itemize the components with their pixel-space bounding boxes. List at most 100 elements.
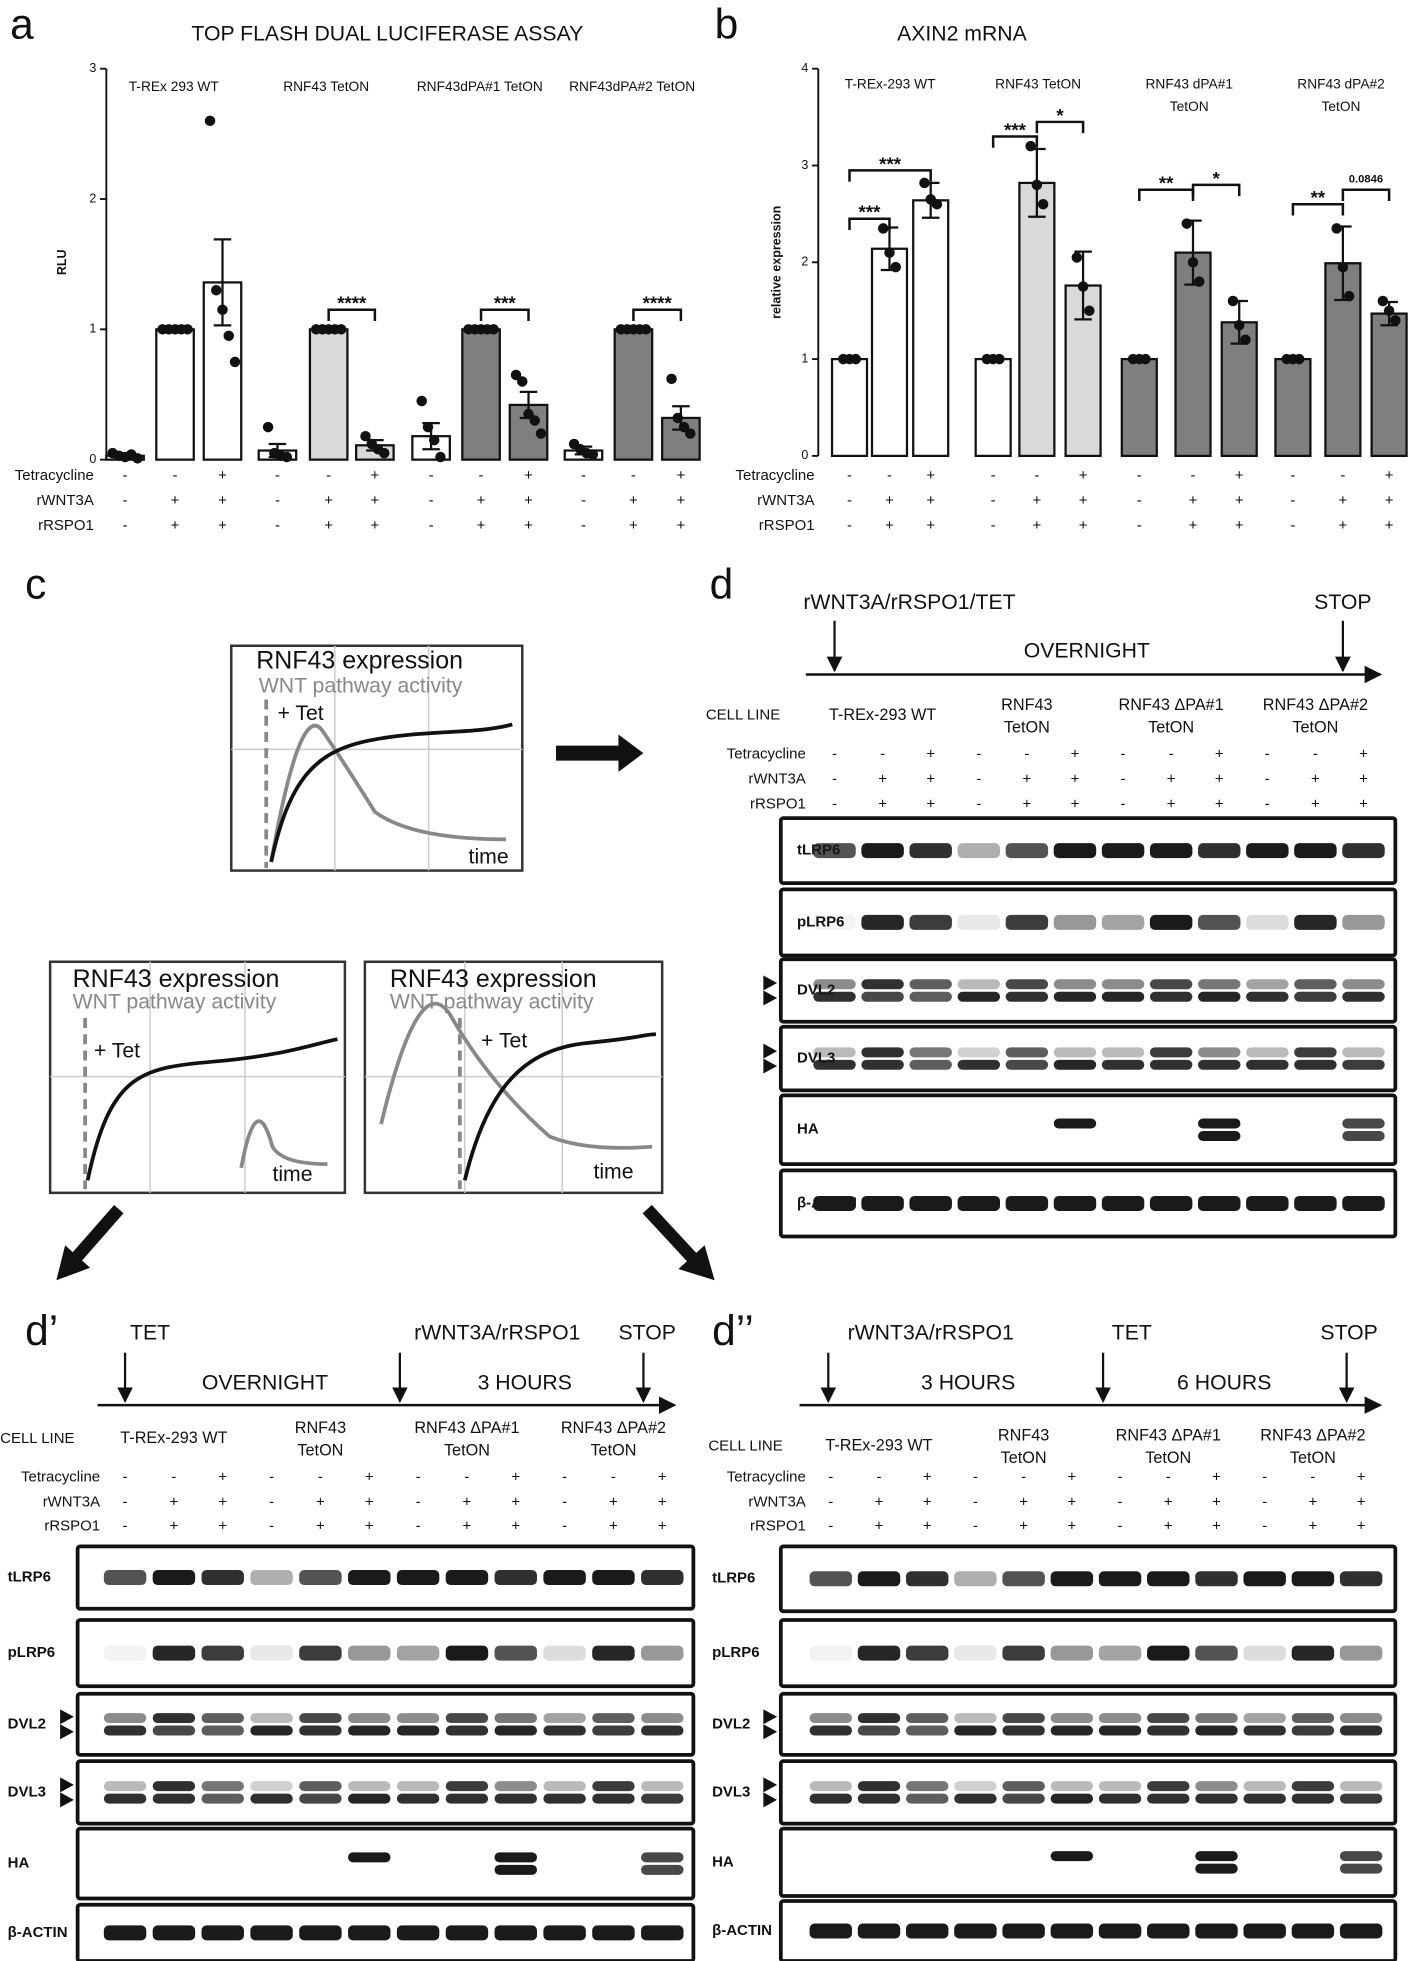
band — [857, 1645, 901, 1661]
blot-frame — [778, 1093, 1398, 1166]
condition-sign: + — [1359, 770, 1368, 787]
condition-sign: - — [464, 1469, 469, 1486]
condition-sign: - — [1121, 770, 1126, 787]
band — [809, 1571, 853, 1587]
condition-sign: + — [1235, 517, 1244, 534]
band — [1101, 979, 1145, 990]
condition-sign: + — [885, 517, 894, 534]
condition-sign: - — [976, 745, 981, 762]
condition-sign: - — [1118, 1469, 1123, 1486]
band — [1101, 1195, 1145, 1211]
band — [857, 1793, 901, 1804]
cell-line-label: CELL LINE — [706, 707, 780, 724]
condition-sign: - — [1290, 467, 1295, 484]
blot-row-label: DVL2 — [8, 1715, 46, 1732]
band — [592, 1725, 635, 1736]
band — [957, 979, 1001, 990]
condition-sign: + — [463, 1517, 472, 1534]
group-label: RNF43 — [295, 1419, 346, 1437]
band — [1195, 1725, 1238, 1736]
band — [543, 1793, 586, 1804]
band — [813, 1195, 856, 1211]
band — [1149, 914, 1193, 930]
condition-sign: - — [847, 517, 852, 534]
condition-sign: + — [658, 1469, 667, 1486]
band — [1291, 1713, 1335, 1724]
band — [250, 1725, 293, 1736]
band — [348, 1852, 391, 1863]
band — [1198, 843, 1241, 859]
band — [1002, 1781, 1045, 1792]
data-point — [587, 449, 599, 460]
condition-sign: - — [123, 1494, 128, 1511]
condition-sign: + — [878, 795, 887, 812]
condition-sign: + — [1212, 1494, 1221, 1511]
band — [957, 1047, 1001, 1058]
band — [1050, 1793, 1094, 1804]
band — [1098, 1713, 1142, 1724]
significance-bracket — [1291, 202, 1345, 216]
condition-sign: - — [1313, 745, 1318, 762]
band — [348, 1570, 391, 1586]
band-arrowhead — [60, 1724, 74, 1740]
group-label: TetON — [1145, 1449, 1191, 1467]
condition-sign: - — [416, 1469, 421, 1486]
condition-sign: + — [926, 795, 935, 812]
band — [543, 1713, 586, 1724]
condition-sign: - — [631, 467, 636, 484]
band — [1050, 1713, 1094, 1724]
band — [299, 1793, 342, 1804]
condition-sign: + — [1023, 770, 1032, 787]
band — [813, 843, 856, 859]
condition-sign: + — [365, 1494, 374, 1511]
band — [1050, 1571, 1094, 1587]
band — [1005, 991, 1049, 1002]
blot-frame — [75, 1759, 696, 1826]
condition-sign: + — [658, 1517, 667, 1534]
band — [1002, 1793, 1045, 1804]
band — [1050, 1851, 1094, 1862]
band-arrowhead — [763, 1777, 778, 1793]
significance-bracket — [848, 217, 891, 230]
condition-sign: + — [1339, 517, 1348, 534]
band-arrowhead — [60, 1792, 74, 1808]
condition-sign: - — [1166, 1469, 1171, 1486]
band — [954, 1793, 997, 1804]
band — [1342, 1059, 1385, 1070]
condition-sign: + — [316, 1517, 325, 1534]
band — [857, 1923, 901, 1939]
condition-sign: + — [371, 492, 380, 509]
bar — [155, 328, 195, 461]
condition-label: rRSPO1 — [750, 1517, 806, 1534]
arrow-head — [56, 1245, 91, 1281]
significance-bracket — [1341, 188, 1391, 201]
band — [396, 1781, 440, 1792]
condition-sign: + — [1032, 517, 1041, 534]
blot-row-label: HA — [8, 1855, 30, 1872]
band — [348, 1645, 391, 1661]
condition-sign: + — [218, 467, 227, 484]
band — [857, 1725, 901, 1736]
event-label: rWNT3A/rRSPO1 — [848, 1322, 1014, 1345]
band — [1246, 1047, 1289, 1058]
band — [905, 1793, 949, 1804]
data-point — [1337, 261, 1349, 273]
band-arrowhead — [60, 1777, 74, 1793]
band — [494, 1852, 538, 1863]
condition-sign: + — [1164, 1494, 1173, 1511]
group-label: RNF43 ΔPA#1 — [414, 1419, 519, 1437]
band — [641, 1925, 684, 1941]
band — [1053, 1195, 1097, 1211]
condition-sign: + — [1189, 517, 1198, 534]
condition-sign: + — [609, 1494, 618, 1511]
significance-bracket — [991, 135, 1039, 148]
significance-bracket — [1035, 120, 1085, 134]
condition-sign: - — [1290, 517, 1295, 534]
blot-row-label: pLRP6 — [712, 1644, 759, 1661]
y-tick-label: 3 — [801, 158, 808, 172]
condition-sign: - — [976, 770, 981, 787]
band — [1101, 843, 1145, 859]
group-label: TetON — [1001, 1449, 1047, 1467]
band — [250, 1645, 293, 1661]
group-label: TetON — [297, 1442, 343, 1460]
